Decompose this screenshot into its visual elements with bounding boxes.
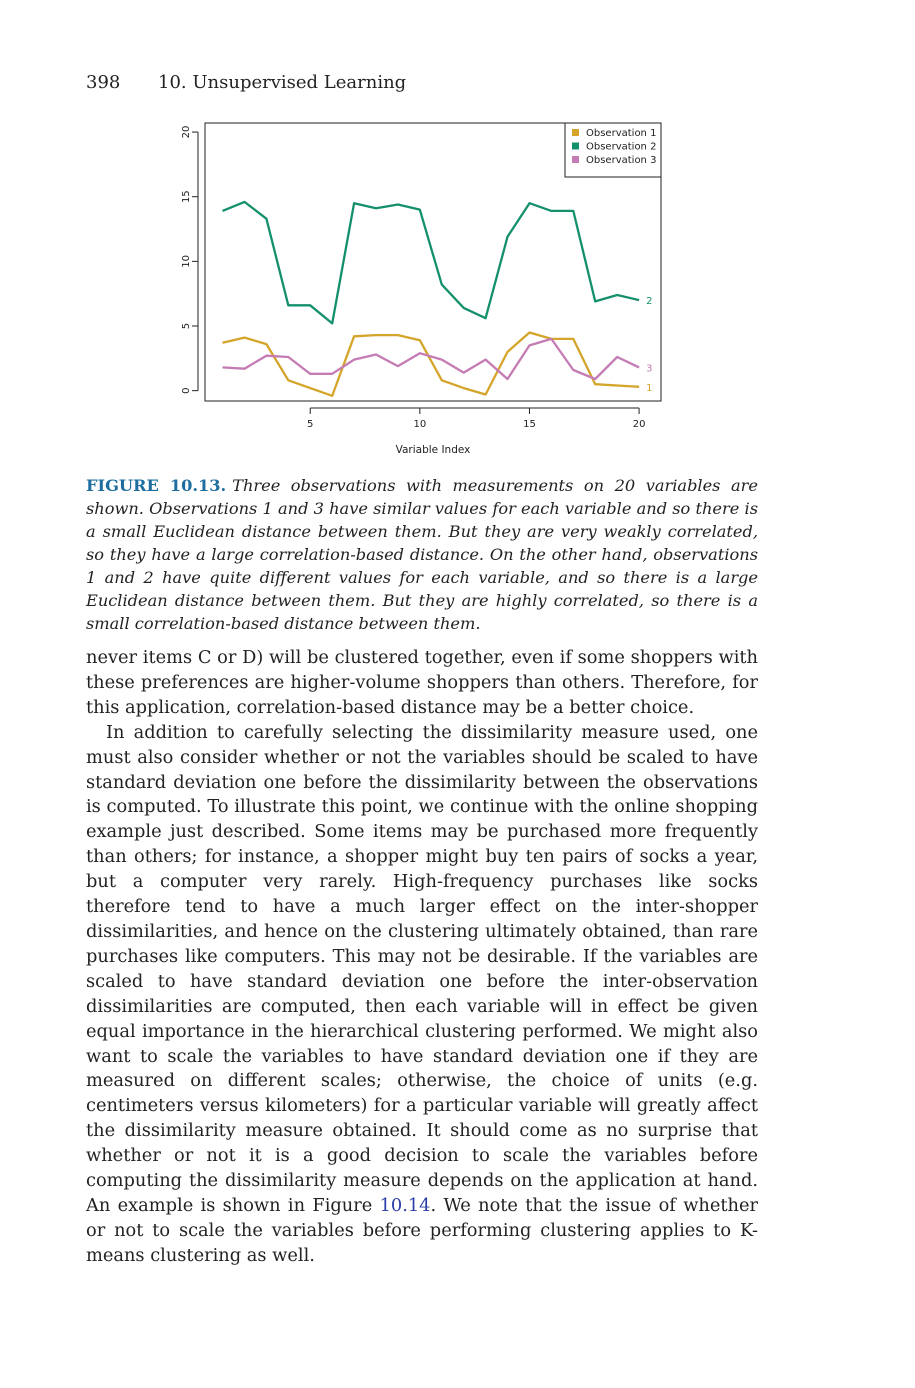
plot-frame [204,122,662,402]
y-tick-label: 5 [181,323,192,329]
x-axis: 5 10 15 20 [307,407,646,430]
running-head: 398 10. Unsupervised Learning [86,72,406,93]
legend-label-1: Observation 1 [586,128,656,139]
figure-caption: FIGURE 10.13. Three observations with mea… [86,474,758,635]
series-line-observation-1 [222,331,640,397]
series-end-label-1: 1 [646,383,652,394]
x-tick-label: 20 [633,419,646,430]
series-layer: 1 2 3 [222,200,652,397]
page-number: 398 [86,72,121,93]
x-tick-label: 15 [523,419,536,430]
paragraph-2-text-end: . We note that the issue of whether or n… [86,1194,759,1266]
figure-10-13-chart: 0 5 10 15 20 5 10 15 20 Variable Index 1 2 3 Obse… [181,122,662,456]
caption-text: Three observations with measurements on … [86,476,758,633]
x-tick-label: 5 [307,419,313,430]
paragraph-1: never items C or D) will be clustered to… [86,647,758,718]
x-axis-label: Variable Index [396,444,471,456]
legend-swatch-2 [572,142,579,150]
x-tick-label: 10 [413,419,426,430]
y-tick-label: 20 [181,126,192,139]
y-tick-label: 10 [181,255,192,268]
chapter-title: 10. Unsupervised Learning [158,72,407,93]
y-tick-label: 0 [181,387,192,393]
body-text: never items C or D) will be clustered to… [86,646,758,1269]
series-line-observation-2 [222,200,640,325]
series-end-label-3: 3 [646,363,652,374]
series-end-label-2: 2 [646,296,652,307]
legend-box [564,122,662,178]
legend-swatch-1 [572,129,579,136]
series-line-observation-3 [222,337,640,381]
paragraph-2-text: In addition to carefully selecting the d… [86,721,758,1216]
y-axis: 0 5 10 15 20 [181,126,199,394]
y-tick-label: 15 [181,190,192,203]
legend-swatch-3 [572,156,579,163]
figure-label: FIGURE 10.13. [86,476,227,495]
legend-label-2: Observation 2 [586,142,656,153]
figure-reference-link[interactable]: 10.14 [379,1194,431,1216]
legend: Observation 1 Observation 2 Observation 3 [564,122,662,178]
legend-label-3: Observation 3 [586,155,656,166]
paragraph-2: In addition to carefully selecting the d… [86,721,758,1269]
